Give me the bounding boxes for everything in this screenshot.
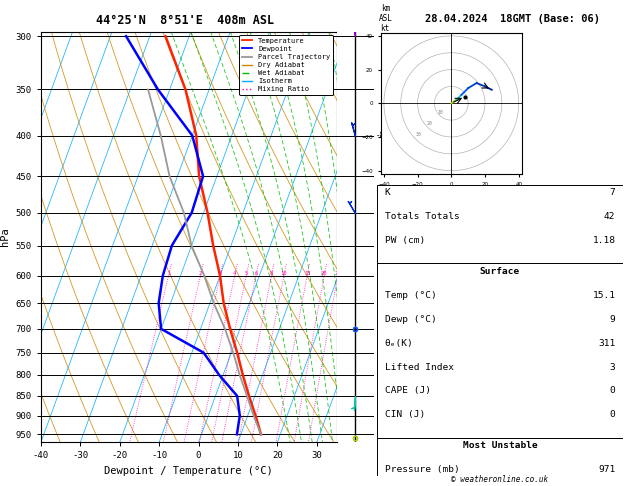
Text: Most Unstable: Most Unstable	[463, 441, 537, 451]
Text: 28.04.2024  18GMT (Base: 06): 28.04.2024 18GMT (Base: 06)	[425, 14, 600, 24]
Text: 7: 7	[610, 188, 615, 197]
Text: 4: 4	[233, 271, 237, 276]
Text: 44°25'N  8°51'E  408m ASL: 44°25'N 8°51'E 408m ASL	[96, 14, 275, 27]
Text: 6: 6	[254, 271, 257, 276]
Text: -LCL: -LCL	[376, 432, 393, 437]
Text: 20: 20	[426, 121, 432, 126]
Text: 3: 3	[610, 363, 615, 372]
Text: -6: -6	[376, 288, 386, 297]
Text: Pressure (mb): Pressure (mb)	[385, 465, 460, 474]
Y-axis label: hPa: hPa	[0, 227, 10, 246]
Text: 30: 30	[416, 132, 421, 137]
Text: 2: 2	[199, 271, 202, 276]
Text: 971: 971	[598, 465, 615, 474]
Text: 1.18: 1.18	[593, 236, 615, 245]
Text: 1: 1	[167, 271, 170, 276]
Text: © weatheronline.co.uk: © weatheronline.co.uk	[452, 474, 548, 484]
Text: -7: -7	[376, 238, 386, 247]
X-axis label: Dewpoint / Temperature (°C): Dewpoint / Temperature (°C)	[104, 466, 273, 476]
Text: -8: -8	[376, 131, 386, 140]
Text: K: K	[385, 188, 391, 197]
Text: 311: 311	[598, 339, 615, 347]
Text: 42: 42	[604, 212, 615, 221]
Text: -2: -2	[376, 411, 386, 420]
Text: 10: 10	[438, 110, 443, 115]
Legend: Temperature, Dewpoint, Parcel Trajectory, Dry Adiabat, Wet Adiabat, Isotherm, Mi: Temperature, Dewpoint, Parcel Trajectory…	[239, 35, 333, 95]
Text: Dewp (°C): Dewp (°C)	[385, 315, 437, 324]
Bar	[377, 185, 623, 263]
Text: 15: 15	[304, 271, 311, 276]
Text: PW (cm): PW (cm)	[385, 236, 425, 245]
Text: CAPE (J): CAPE (J)	[385, 386, 431, 396]
Text: 10: 10	[281, 271, 287, 276]
Text: 25: 25	[335, 271, 341, 276]
Text: 8: 8	[270, 271, 273, 276]
Text: -1: -1	[376, 434, 386, 442]
Text: -5: -5	[376, 332, 386, 341]
Text: 9: 9	[610, 315, 615, 324]
Text: km
ASL: km ASL	[379, 4, 392, 23]
Bar	[377, 438, 623, 486]
Text: 3: 3	[218, 271, 222, 276]
Text: θₑ(K): θₑ(K)	[385, 339, 413, 347]
Text: 20: 20	[321, 271, 328, 276]
Text: 15.1: 15.1	[593, 291, 615, 300]
Text: 0: 0	[610, 386, 615, 396]
Text: Temp (°C): Temp (°C)	[385, 291, 437, 300]
Text: -4: -4	[376, 362, 386, 371]
Text: 0: 0	[610, 410, 615, 419]
Text: Totals Totals: Totals Totals	[385, 212, 460, 221]
Text: 5: 5	[245, 271, 248, 276]
Text: kt: kt	[381, 23, 390, 33]
Text: CIN (J): CIN (J)	[385, 410, 425, 419]
Bar	[377, 263, 623, 438]
Text: Surface: Surface	[480, 267, 520, 276]
Text: -3: -3	[376, 387, 386, 397]
Text: Lifted Index: Lifted Index	[385, 363, 454, 372]
